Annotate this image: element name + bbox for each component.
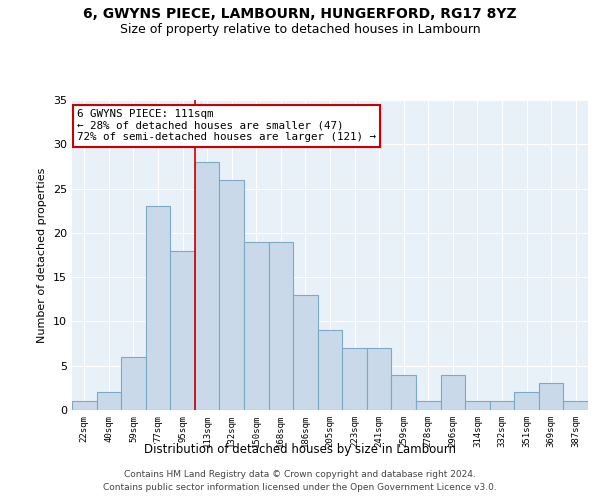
Bar: [514, 392, 539, 410]
Bar: [195, 162, 220, 410]
Bar: [465, 401, 490, 410]
Text: 6, GWYNS PIECE, LAMBOURN, HUNGERFORD, RG17 8YZ: 6, GWYNS PIECE, LAMBOURN, HUNGERFORD, RG…: [83, 8, 517, 22]
Y-axis label: Number of detached properties: Number of detached properties: [37, 168, 47, 342]
Bar: [391, 374, 416, 410]
Bar: [440, 374, 465, 410]
Bar: [416, 401, 440, 410]
Bar: [170, 250, 195, 410]
Bar: [244, 242, 269, 410]
Bar: [293, 295, 318, 410]
Text: Contains public sector information licensed under the Open Government Licence v3: Contains public sector information licen…: [103, 482, 497, 492]
Bar: [539, 384, 563, 410]
Bar: [97, 392, 121, 410]
Text: Distribution of detached houses by size in Lambourn: Distribution of detached houses by size …: [144, 442, 456, 456]
Bar: [121, 357, 146, 410]
Bar: [342, 348, 367, 410]
Bar: [563, 401, 588, 410]
Bar: [490, 401, 514, 410]
Bar: [220, 180, 244, 410]
Text: 6 GWYNS PIECE: 111sqm
← 28% of detached houses are smaller (47)
72% of semi-deta: 6 GWYNS PIECE: 111sqm ← 28% of detached …: [77, 110, 376, 142]
Bar: [269, 242, 293, 410]
Bar: [318, 330, 342, 410]
Bar: [367, 348, 391, 410]
Text: Size of property relative to detached houses in Lambourn: Size of property relative to detached ho…: [119, 22, 481, 36]
Bar: [72, 401, 97, 410]
Bar: [146, 206, 170, 410]
Text: Contains HM Land Registry data © Crown copyright and database right 2024.: Contains HM Land Registry data © Crown c…: [124, 470, 476, 479]
